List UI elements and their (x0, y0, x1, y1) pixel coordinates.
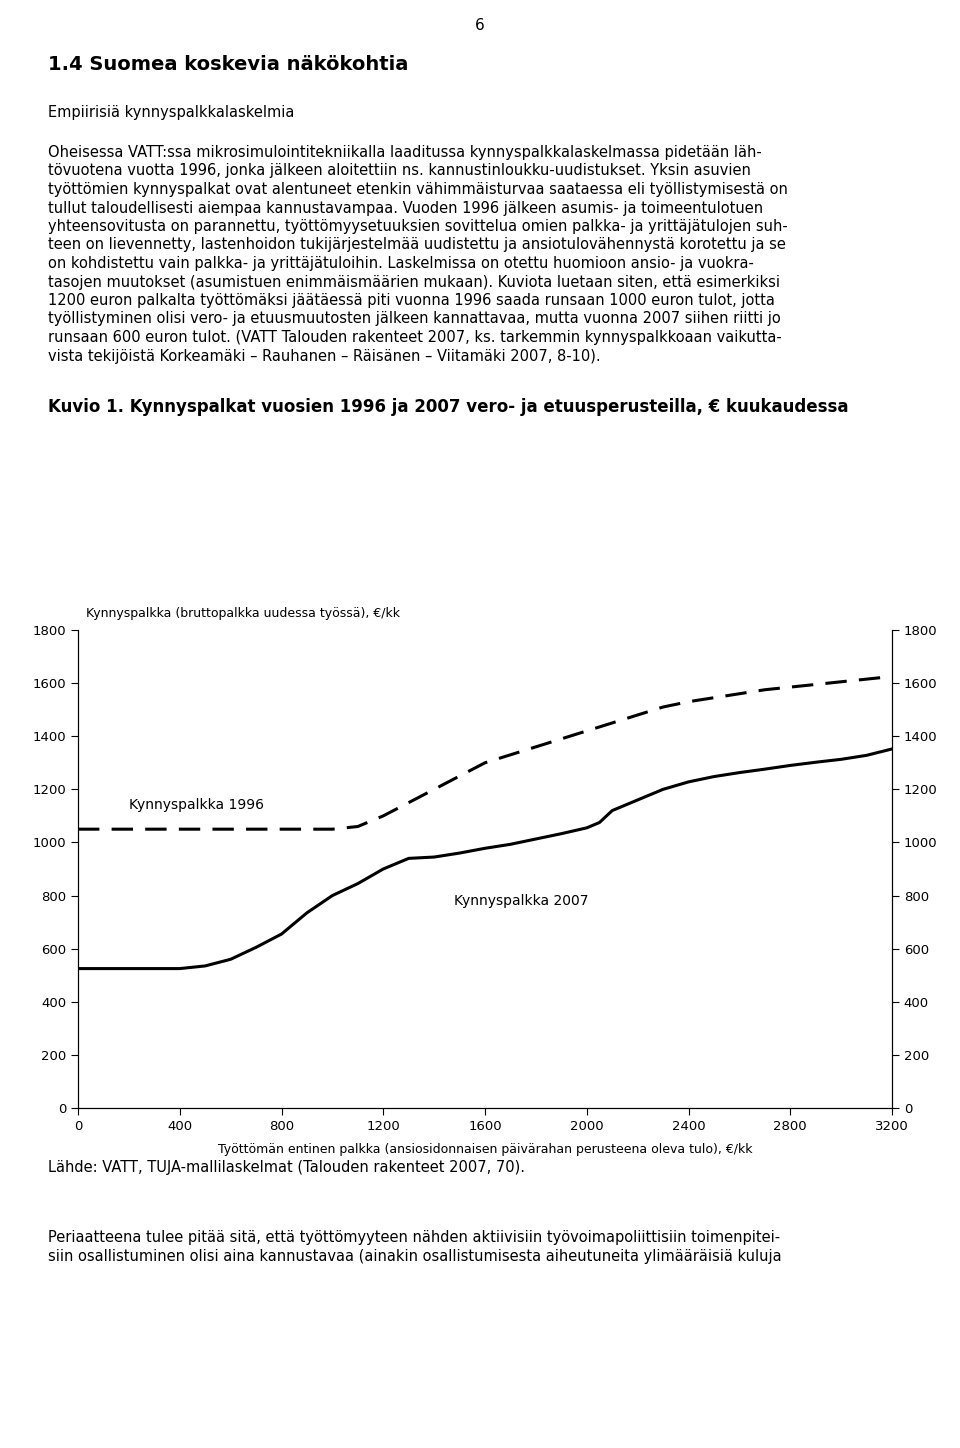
Text: 1200 euron palkalta työttömäksi jäätäessä piti vuonna 1996 saada runsaan 1000 eu: 1200 euron palkalta työttömäksi jäätäess… (48, 292, 775, 308)
Text: runsaan 600 euron tulot. (VATT Talouden rakenteet 2007, ks. tarkemmin kynnyspalk: runsaan 600 euron tulot. (VATT Talouden … (48, 330, 781, 345)
Text: tövuotena vuotta 1996, jonka jälkeen aloitettiin ns. kannustinloukku-uudistukset: tövuotena vuotta 1996, jonka jälkeen alo… (48, 164, 751, 178)
Text: 6: 6 (475, 17, 485, 33)
Text: Kynnyspalkka 1996: Kynnyspalkka 1996 (129, 798, 264, 812)
Text: on kohdistettu vain palkka- ja yrittäjätuloihin. Laskelmissa on otettu huomioon : on kohdistettu vain palkka- ja yrittäjät… (48, 256, 754, 271)
Text: 1.4 Suomea koskevia näkökohtia: 1.4 Suomea koskevia näkökohtia (48, 55, 408, 74)
Text: yhteensovitusta on parannettu, työttömyysetuuksien sovittelua omien palkka- ja y: yhteensovitusta on parannettu, työttömyy… (48, 219, 788, 235)
Text: Kynnyspalkka 2007: Kynnyspalkka 2007 (454, 893, 589, 908)
Text: työttömien kynnyspalkat ovat alentuneet etenkin vähimmäisturvaa saataessa eli ty: työttömien kynnyspalkat ovat alentuneet … (48, 182, 788, 197)
Text: vista tekijöistä Korkeamäki – Rauhanen – Räisänen – Viitamäki 2007, 8-10).: vista tekijöistä Korkeamäki – Rauhanen –… (48, 349, 601, 363)
Text: Periaatteena tulee pitää sitä, että työttömyyteen nähden aktiivisiin työvoimapol: Periaatteena tulee pitää sitä, että työt… (48, 1229, 780, 1245)
Text: teen on lievennetty, lastenhoidon tukijärjestelmää uudistettu ja ansiotulovähenn: teen on lievennetty, lastenhoidon tukijä… (48, 237, 786, 252)
Text: Empiirisiä kynnyspalkkalaskelmia: Empiirisiä kynnyspalkkalaskelmia (48, 106, 295, 120)
Text: Kynnyspalkka (bruttopalkka uudessa työssä), €/kk: Kynnyspalkka (bruttopalkka uudessa työss… (86, 608, 400, 620)
Text: tasojen muutokset (asumistuen enimmäismäärien mukaan). Kuviota luetaan siten, et: tasojen muutokset (asumistuen enimmäismä… (48, 275, 780, 290)
Text: Kuvio 1. Kynnyspalkat vuosien 1996 ja 2007 vero- ja etuusperusteilla, € kuukaude: Kuvio 1. Kynnyspalkat vuosien 1996 ja 20… (48, 398, 849, 416)
Text: työllistyminen olisi vero- ja etuusmuutosten jälkeen kannattavaa, mutta vuonna 2: työllistyminen olisi vero- ja etuusmuuto… (48, 311, 780, 326)
Text: siin osallistuminen olisi aina kannustavaa (ainakin osallistumisesta aiheutuneit: siin osallistuminen olisi aina kannustav… (48, 1248, 781, 1264)
Text: tullut taloudellisesti aiempaa kannustavampaa. Vuoden 1996 jälkeen asumis- ja to: tullut taloudellisesti aiempaa kannustav… (48, 200, 763, 216)
X-axis label: Työttömän entinen palkka (ansiosidonnaisen päivärahan perusteena oleva tulo), €/: Työttömän entinen palkka (ansiosidonnais… (218, 1142, 753, 1156)
Text: Oheisessa VATT:ssa mikrosimulointitekniikalla laaditussa kynnyspalkkalaskelmassa: Oheisessa VATT:ssa mikrosimulointiteknii… (48, 145, 761, 159)
Text: Lähde: VATT, TUJA-mallilaskelmat (Talouden rakenteet 2007, 70).: Lähde: VATT, TUJA-mallilaskelmat (Taloud… (48, 1160, 525, 1174)
